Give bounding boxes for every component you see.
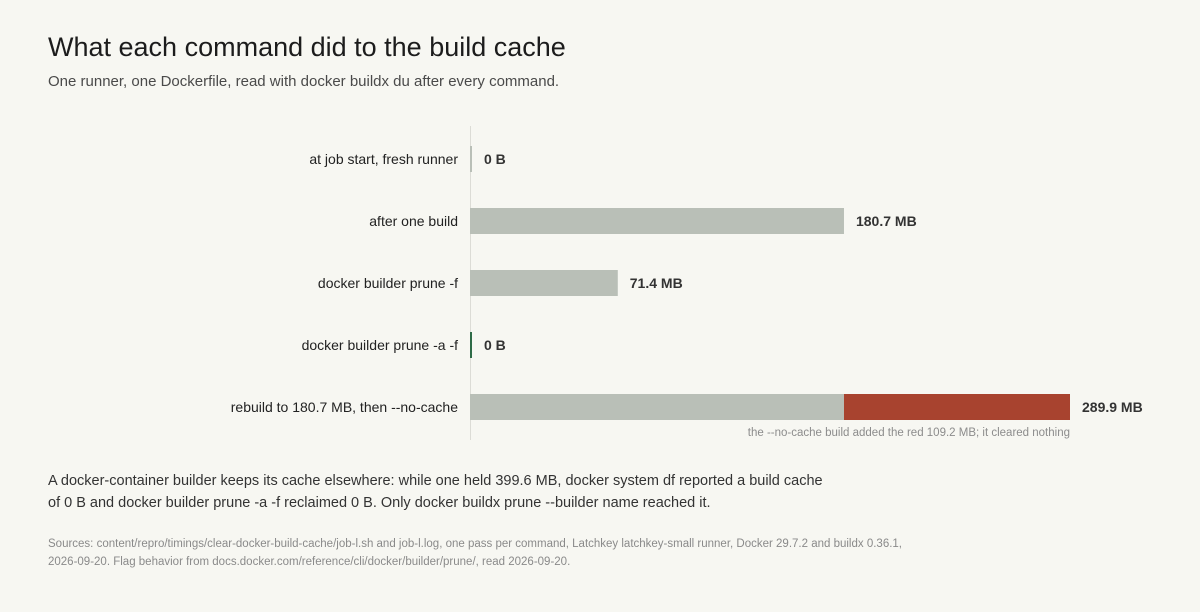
sources-note: Sources: content/repro/timings/clear-doc… [48,538,902,568]
bar-segment [470,394,844,420]
value-label: 0 B [484,151,506,167]
chart-title: What each command did to the build cache [48,32,566,62]
value-label: 289.9 MB [1082,399,1143,415]
category-label: at job start, fresh runner [309,151,458,167]
category-label: docker builder prune -a -f [302,337,459,353]
value-label: 71.4 MB [630,275,683,291]
category-label: after one build [369,213,458,229]
bar-chart: at job start, fresh runner 0 B after one b… [231,126,1143,440]
zero-bar-marker [470,146,472,172]
bar-segment-added [843,394,1070,420]
bar-segment [470,208,844,234]
explanatory-note: A docker-container builder keeps its cac… [48,473,823,511]
category-label: rebuild to 180.7 MB, then --no-cache [231,399,458,415]
bar-segment [470,270,618,296]
value-label: 180.7 MB [856,213,917,229]
bar-annotation: the --no-cache build added the red 109.2… [748,427,1070,439]
category-label: docker builder prune -f [318,275,458,291]
zero-bar-marker [470,332,472,358]
value-label: 0 B [484,337,506,353]
chart-subtitle: One runner, one Dockerfile, read with do… [48,73,560,90]
